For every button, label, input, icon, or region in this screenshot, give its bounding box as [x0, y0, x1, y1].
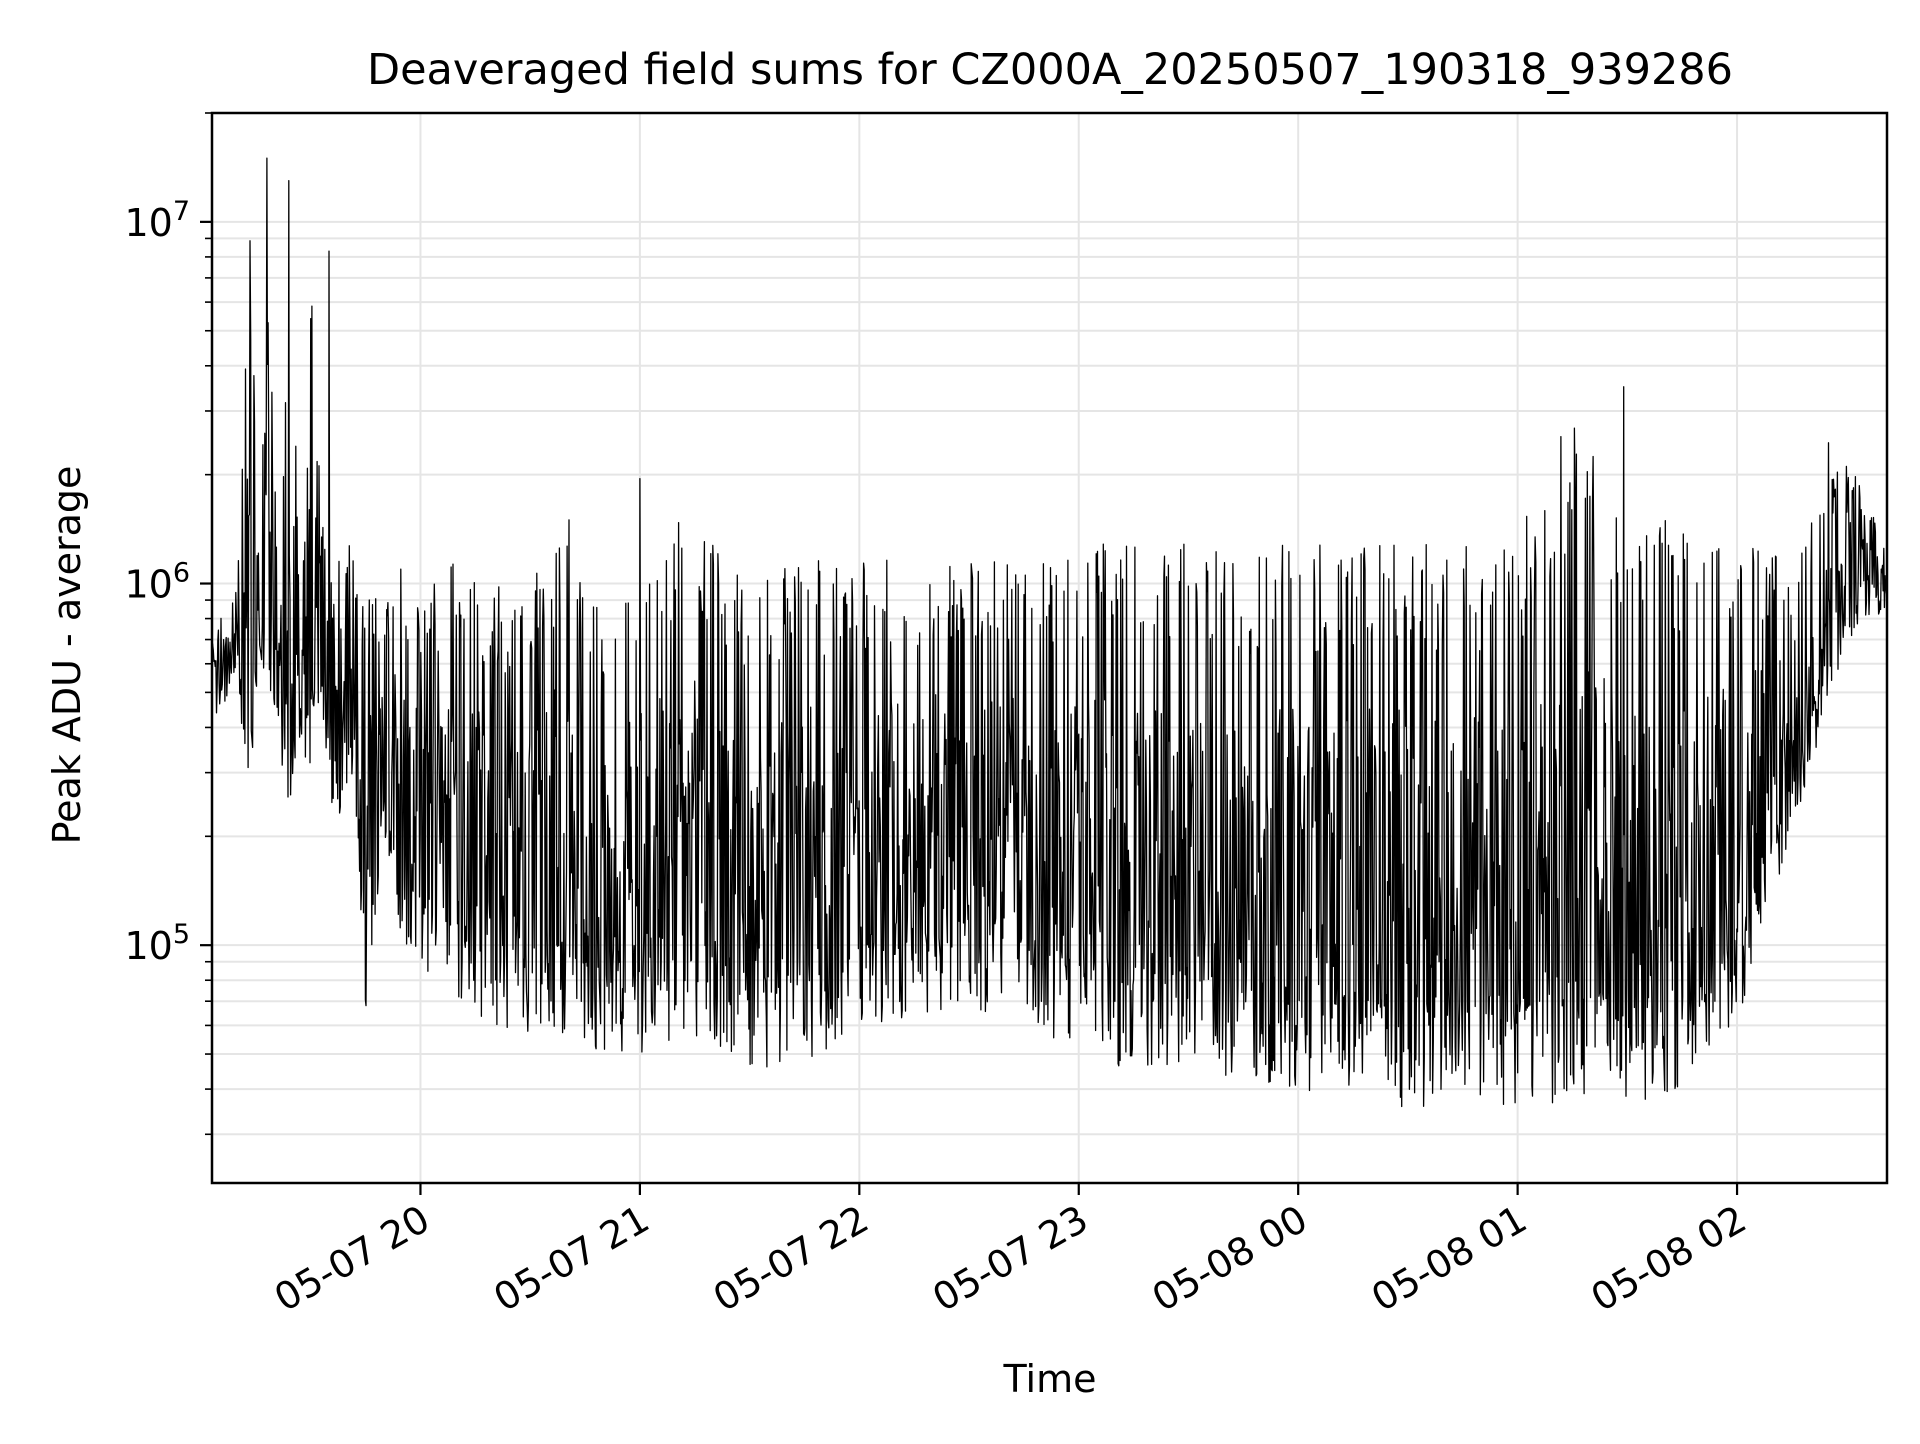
y-axis: 105 106 107 [124, 112, 212, 1136]
y-tick-label: 106 [124, 558, 190, 607]
chart-title: Deaveraged field sums for CZ000A_2025050… [367, 45, 1733, 95]
x-axis-label: Time [1003, 1357, 1097, 1401]
series-line [211, 157, 1888, 1108]
plot-frame [210, 111, 1889, 1185]
series-trace [211, 157, 1888, 1108]
y-axis-label: Peak ADU - average [45, 466, 89, 845]
y-tick-label: 107 [124, 196, 190, 245]
y-tick-label: 105 [124, 919, 190, 968]
